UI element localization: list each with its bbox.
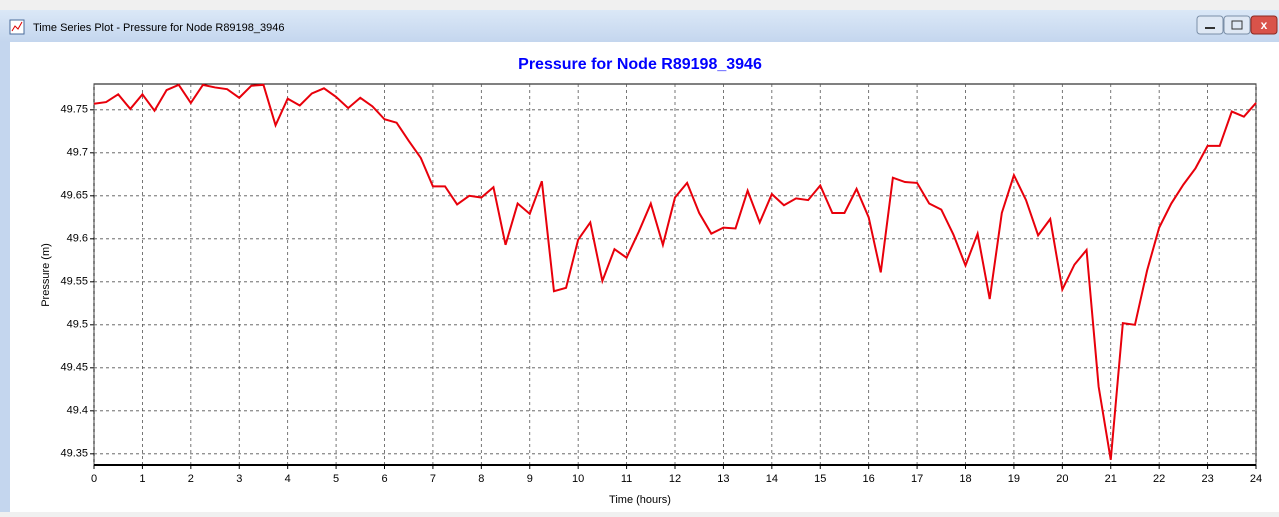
minimize-icon <box>1205 27 1215 29</box>
x-tick-label: 5 <box>333 473 339 485</box>
data-line <box>93 83 1257 461</box>
y-tick-label: 49.45 <box>60 362 88 374</box>
y-tick-label: 49.65 <box>60 190 88 202</box>
x-tick-label: 23 <box>1201 473 1213 485</box>
plot-area <box>93 83 1257 466</box>
x-tick-label: 3 <box>236 473 242 485</box>
x-tick-label: 11 <box>621 473 632 485</box>
x-tick-label: 6 <box>381 473 387 485</box>
window-border <box>0 42 10 512</box>
window-icon-line <box>11 21 23 32</box>
x-tick-label: 1 <box>139 473 145 485</box>
y-tick-label: 49.7 <box>67 147 88 159</box>
x-tick-label: 2 <box>188 473 194 485</box>
x-tick-label: 10 <box>572 473 584 485</box>
maximize-button[interactable] <box>1223 15 1251 35</box>
x-tick-label: 21 <box>1105 473 1117 485</box>
x-tick-label: 12 <box>669 473 681 485</box>
close-icon: x <box>1261 18 1268 32</box>
x-tick-label: 9 <box>527 473 533 485</box>
y-tick-label: 49.55 <box>60 276 88 288</box>
x-tick-label: 18 <box>959 473 971 485</box>
maximize-icon <box>1231 20 1243 30</box>
x-tick-label: 14 <box>766 473 778 485</box>
x-tick-label: 0 <box>91 473 97 485</box>
x-tick-label: 17 <box>911 473 923 485</box>
x-tick-label: 8 <box>478 473 484 485</box>
y-axis-label: Pressure (m) <box>40 243 52 307</box>
window-title: Time Series Plot - Pressure for Node R89… <box>33 22 285 34</box>
y-tick-label: 49.35 <box>60 448 88 460</box>
x-tick-label: 13 <box>717 473 729 485</box>
y-tick-label: 49.4 <box>67 405 88 417</box>
x-tick-label: 7 <box>430 473 436 485</box>
x-axis-label: Time (hours) <box>609 494 671 506</box>
close-button[interactable] <box>1250 15 1278 35</box>
x-tick-label: 22 <box>1153 473 1165 485</box>
y-tick-label: 49.6 <box>67 233 88 245</box>
x-tick-label: 4 <box>285 473 291 485</box>
y-tick-label: 49.75 <box>60 104 88 116</box>
x-tick-label: 19 <box>1008 473 1020 485</box>
chart-title: Pressure for Node R89198_3946 <box>518 56 762 73</box>
window-icon <box>9 19 25 35</box>
x-tick-label: 16 <box>863 473 875 485</box>
y-tick-label: 49.5 <box>67 319 88 331</box>
x-tick-label: 20 <box>1056 473 1068 485</box>
minimize-button[interactable] <box>1196 15 1224 35</box>
x-tick-label: 15 <box>814 473 826 485</box>
title-bar <box>0 10 1279 42</box>
x-tick-label: 24 <box>1250 473 1262 485</box>
